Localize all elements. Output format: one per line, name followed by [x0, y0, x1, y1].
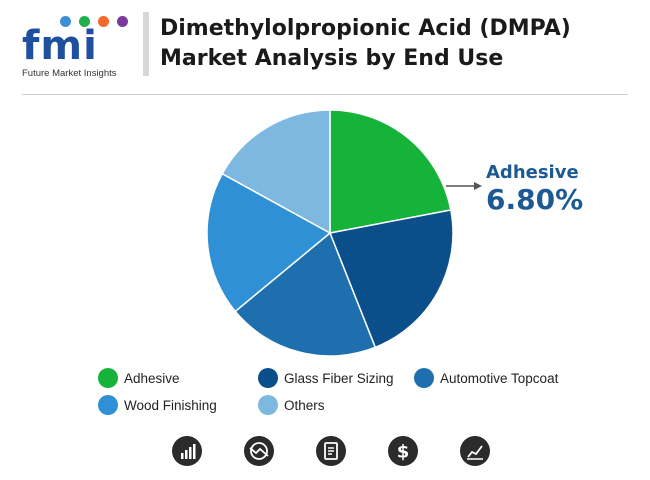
logo-text: fmi — [22, 23, 98, 69]
logo-subtext: Future Market Insights — [22, 68, 117, 79]
callout-arrow — [446, 182, 482, 190]
legend-label: Adhesive — [124, 370, 180, 386]
callout-label: Adhesive — [486, 162, 579, 183]
svg-text:$: $ — [397, 442, 410, 463]
legend-item-adhesive: Adhesive — [98, 368, 180, 388]
page-title: Dimethylolpropionic Acid (DMPA) Market A… — [160, 16, 571, 71]
legend-label: Automotive Topcoat — [440, 370, 559, 386]
legend-swatch — [258, 368, 278, 388]
line-chart-icon — [460, 436, 490, 466]
pie-slice-automotive-topcoat — [234, 231, 377, 357]
legend-swatch — [414, 368, 434, 388]
bar-chart-icon — [172, 436, 202, 466]
legend-swatch — [98, 368, 118, 388]
legend-swatch — [258, 395, 278, 415]
fmi-logo: fmi Future Market Insights — [22, 12, 140, 79]
logo-dots — [60, 14, 144, 28]
legend-item-others: Others — [258, 395, 325, 415]
legend-label: Wood Finishing — [124, 397, 217, 413]
legend-item-glass-fiber-sizing: Glass Fiber Sizing — [258, 368, 394, 388]
document-icon — [316, 436, 346, 466]
pie-slices — [206, 109, 454, 357]
pie-slice-adhesive — [329, 109, 452, 234]
title-divider — [143, 12, 149, 76]
dollar-icon: $ — [388, 436, 418, 466]
footer-icons: $ — [0, 436, 650, 470]
legend: Adhesive Glass Fiber Sizing Automotive T… — [98, 368, 598, 428]
header-divider — [22, 94, 628, 95]
pie-slice-glass-fiber-sizing — [328, 209, 454, 349]
header: fmi Future Market Insights Dimethylolpro… — [0, 0, 650, 92]
legend-item-automotive-topcoat: Automotive Topcoat — [414, 368, 558, 388]
legend-label: Glass Fiber Sizing — [284, 370, 394, 386]
pie-slice-wood-finishing — [206, 172, 332, 313]
legend-swatch — [98, 395, 118, 415]
trend-globe-icon — [244, 436, 274, 466]
legend-item-wood-finishing: Wood Finishing — [98, 395, 217, 415]
callout: Adhesive 6.80% — [486, 163, 583, 217]
legend-label: Others — [284, 397, 325, 413]
callout-value: 6.80% — [486, 183, 584, 216]
pie-slice-others — [221, 109, 331, 235]
